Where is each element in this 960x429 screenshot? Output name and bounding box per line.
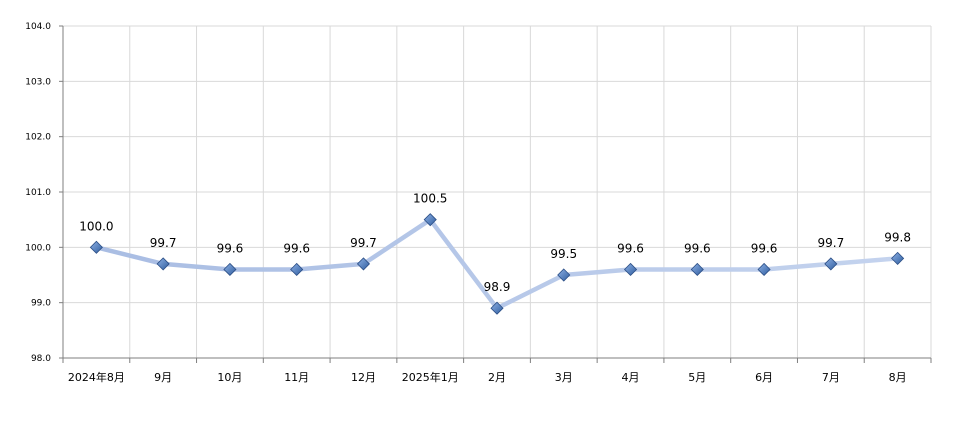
x-tick-label: 12月: [351, 371, 376, 384]
x-tick-label: 9月: [154, 371, 172, 384]
y-tick-label: 98.0: [31, 354, 51, 364]
grid-layer: [63, 25, 932, 359]
data-label: 99.6: [617, 241, 644, 255]
label-layer: 100.0 99.7 99.6 99.6 99.7 100.5 98.9 99.5 99.6 99…: [79, 192, 911, 295]
x-tick-label: 6月: [755, 371, 773, 384]
data-point: [89, 240, 103, 254]
x-tick-label: 3月: [555, 371, 573, 384]
data-point: [623, 262, 638, 277]
series-line: [94, 217, 900, 311]
axis-layer: 98.0 99.0 100.0 101.0 102.0 103.0 104.0 2024年8月…: [25, 22, 932, 384]
x-tick-label: 2月: [488, 371, 506, 384]
x-tick-label: 11月: [284, 371, 309, 384]
y-tick-label: 101.0: [25, 188, 51, 198]
data-point: [490, 301, 504, 315]
data-label: 99.7: [817, 236, 844, 250]
data-label: 99.7: [350, 236, 377, 250]
data-label: 99.6: [684, 241, 711, 255]
x-tick-label: 7月: [822, 371, 840, 384]
y-tick-label: 102.0: [25, 133, 51, 143]
data-label: 100.5: [413, 192, 447, 206]
data-point: [557, 268, 571, 282]
data-label: 99.6: [283, 241, 310, 255]
data-label: 98.9: [484, 280, 511, 294]
data-point: [290, 262, 304, 277]
data-point: [690, 262, 704, 277]
data-label: 99.6: [751, 241, 778, 255]
data-point: [824, 257, 838, 271]
data-label: 99.6: [217, 241, 244, 255]
y-tick-label: 104.0: [25, 22, 51, 32]
data-point: [223, 262, 237, 277]
x-tick-label: 5月: [688, 371, 706, 384]
data-label: 99.7: [150, 236, 177, 250]
data-label: 99.5: [550, 247, 577, 261]
data-point: [156, 257, 170, 271]
x-tick-label: 8月: [889, 371, 907, 384]
y-tick-label: 99.0: [31, 299, 51, 309]
x-tick-label: 2025年1月: [402, 370, 459, 384]
data-point: [891, 251, 905, 265]
x-tick-label: 10月: [217, 371, 242, 384]
data-point: [757, 262, 771, 277]
y-tick-label: 103.0: [25, 77, 51, 87]
x-tick-label: 4月: [622, 371, 640, 384]
data-label: 99.8: [884, 230, 911, 244]
y-tick-label: 100.0: [25, 243, 51, 253]
x-tick-label: 2024年8月: [68, 370, 125, 384]
series-layer: [89, 213, 905, 315]
data-label: 100.0: [79, 219, 113, 233]
data-point: [356, 257, 371, 271]
data-point: [423, 213, 437, 227]
